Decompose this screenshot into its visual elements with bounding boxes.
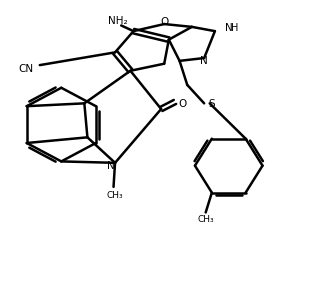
Text: NH₂: NH₂ [108, 16, 128, 26]
Text: S: S [209, 99, 215, 109]
Text: H: H [231, 23, 239, 33]
Text: CH₃: CH₃ [197, 215, 214, 224]
Text: O: O [179, 99, 187, 109]
Text: CN: CN [18, 64, 33, 74]
Text: N: N [200, 56, 208, 66]
Text: N: N [225, 23, 232, 33]
Text: CH₃: CH₃ [106, 191, 123, 200]
Text: N: N [107, 161, 114, 171]
Text: O: O [160, 17, 168, 27]
